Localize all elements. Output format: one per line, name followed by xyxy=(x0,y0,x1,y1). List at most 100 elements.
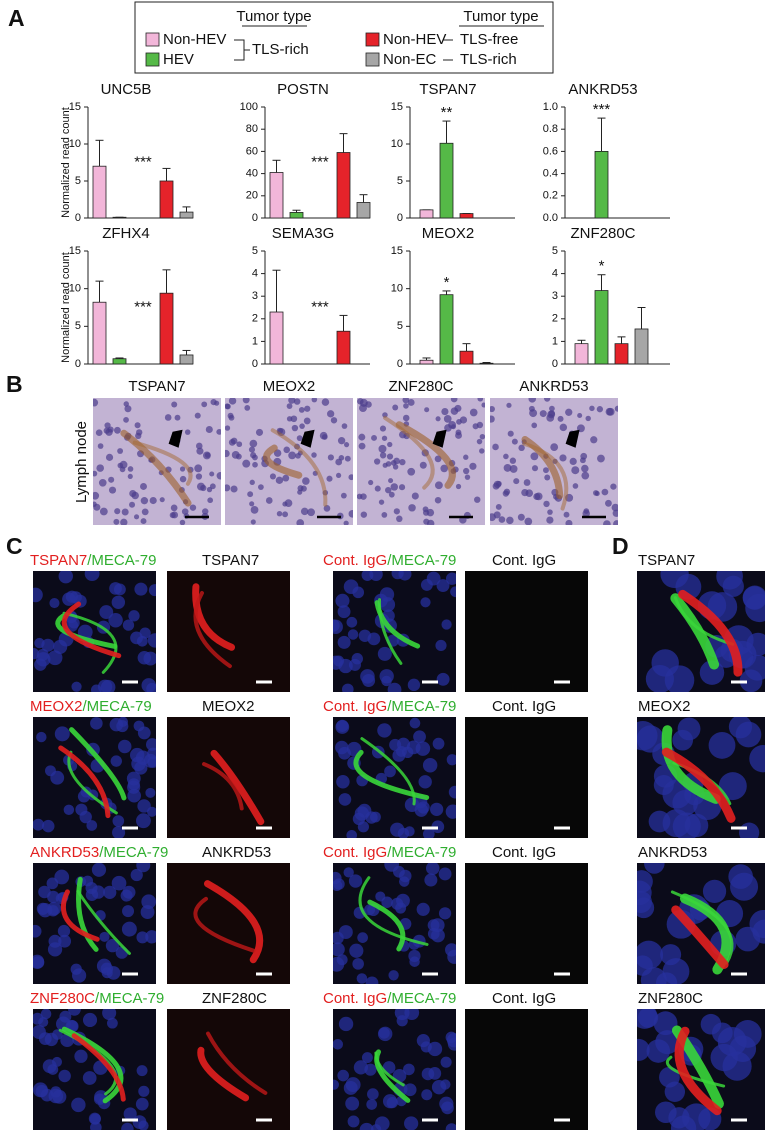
nucleus xyxy=(521,488,529,497)
nucleus xyxy=(90,717,103,730)
micrograph-content xyxy=(167,1009,290,1130)
nucleus xyxy=(440,1079,451,1090)
nucleus xyxy=(345,1096,360,1111)
nucleus xyxy=(728,717,753,739)
image-label: TSPAN7 xyxy=(202,552,259,569)
stained-structure xyxy=(69,727,127,801)
nucleus xyxy=(722,1051,752,1081)
nucleus xyxy=(171,401,178,408)
nucleus xyxy=(399,876,410,887)
nucleus xyxy=(422,757,438,773)
nucleus xyxy=(333,871,342,885)
nucleus xyxy=(358,433,366,441)
micrograph xyxy=(167,1009,290,1130)
nucleus xyxy=(137,799,151,813)
stained-structure xyxy=(76,876,99,952)
nucleus xyxy=(434,481,443,490)
bar xyxy=(336,330,351,365)
stained-structure xyxy=(521,435,564,500)
nucleus xyxy=(110,755,122,767)
nucleus xyxy=(340,492,347,499)
significance: *** xyxy=(311,153,329,170)
stained-structure xyxy=(661,747,736,823)
nucleus xyxy=(404,826,415,837)
nucleus xyxy=(582,509,590,518)
nucleus xyxy=(140,496,149,505)
nucleus xyxy=(93,470,98,477)
counterstain-label: /MECA-79 xyxy=(387,844,456,861)
nucleus xyxy=(194,412,201,419)
nucleus xyxy=(225,449,230,458)
nucleus xyxy=(337,605,351,619)
nucleus xyxy=(739,669,763,692)
nucleus xyxy=(424,873,438,887)
micrograph-content xyxy=(333,863,456,984)
y-axis-label: Normalized read count xyxy=(60,252,72,363)
nucleus xyxy=(381,512,388,518)
nucleus xyxy=(506,402,512,408)
nucleus xyxy=(106,966,121,980)
stained-structure xyxy=(358,876,429,946)
nucleus xyxy=(36,731,47,743)
nucleus xyxy=(610,483,617,490)
stained-structure xyxy=(55,613,118,649)
nucleus xyxy=(450,586,456,598)
y-tick-label: 10 xyxy=(69,138,81,150)
nucleus xyxy=(179,519,186,525)
nucleus xyxy=(225,484,231,492)
nucleus xyxy=(134,422,141,429)
micrograph-content xyxy=(637,717,765,838)
nucleus xyxy=(321,434,328,440)
y-tick-label: 15 xyxy=(391,101,403,113)
nucleus xyxy=(742,585,765,610)
stained-structure xyxy=(360,737,416,806)
micrograph xyxy=(465,863,588,984)
nucleus xyxy=(84,571,100,581)
nucleus xyxy=(42,819,55,833)
stain-label: TSPAN7 xyxy=(30,552,87,569)
bar xyxy=(459,350,474,365)
nucleus xyxy=(509,464,518,473)
nucleus xyxy=(225,425,231,431)
nucleus xyxy=(511,438,518,445)
nucleus xyxy=(388,491,395,498)
legend-group: TLS-free xyxy=(460,31,518,48)
micrograph xyxy=(465,1009,588,1130)
stained-structure xyxy=(197,1046,250,1102)
nucleus xyxy=(435,416,441,422)
legend-header: Tumor type xyxy=(236,8,311,25)
nucleus xyxy=(543,398,551,402)
stained-structure xyxy=(678,589,743,677)
y-tick-label: 5 xyxy=(397,320,403,332)
nucleus xyxy=(99,931,110,942)
image-label: ZNF280C/MECA-79 xyxy=(30,990,164,1007)
nucleus xyxy=(438,867,452,881)
nucleus xyxy=(422,506,429,513)
nucleus xyxy=(38,1017,49,1028)
nucleus xyxy=(293,398,301,405)
nucleus xyxy=(201,401,208,408)
nucleus xyxy=(105,938,120,953)
micrograph xyxy=(357,398,485,525)
nucleus xyxy=(348,474,353,481)
stain-label: Cont. IgG xyxy=(323,552,387,569)
nucleus xyxy=(402,398,410,404)
stained-structure xyxy=(58,745,111,819)
nucleus xyxy=(581,471,590,480)
chart-title: UNC5B xyxy=(101,81,152,98)
stained-structure xyxy=(673,596,735,646)
nucleus xyxy=(348,874,363,888)
nucleus xyxy=(434,455,442,463)
nucleus xyxy=(637,897,655,919)
nucleus xyxy=(464,474,471,480)
nucleus xyxy=(352,586,365,599)
nucleus xyxy=(543,500,550,508)
nucleus xyxy=(365,976,379,984)
nucleus xyxy=(333,942,345,957)
legend-group: TLS-rich xyxy=(252,41,309,58)
micrograph xyxy=(465,571,588,692)
nucleus xyxy=(121,1122,134,1130)
chart-title: SEMA3G xyxy=(272,225,335,242)
y-tick-label: 0 xyxy=(397,212,403,224)
nucleus xyxy=(170,504,178,512)
